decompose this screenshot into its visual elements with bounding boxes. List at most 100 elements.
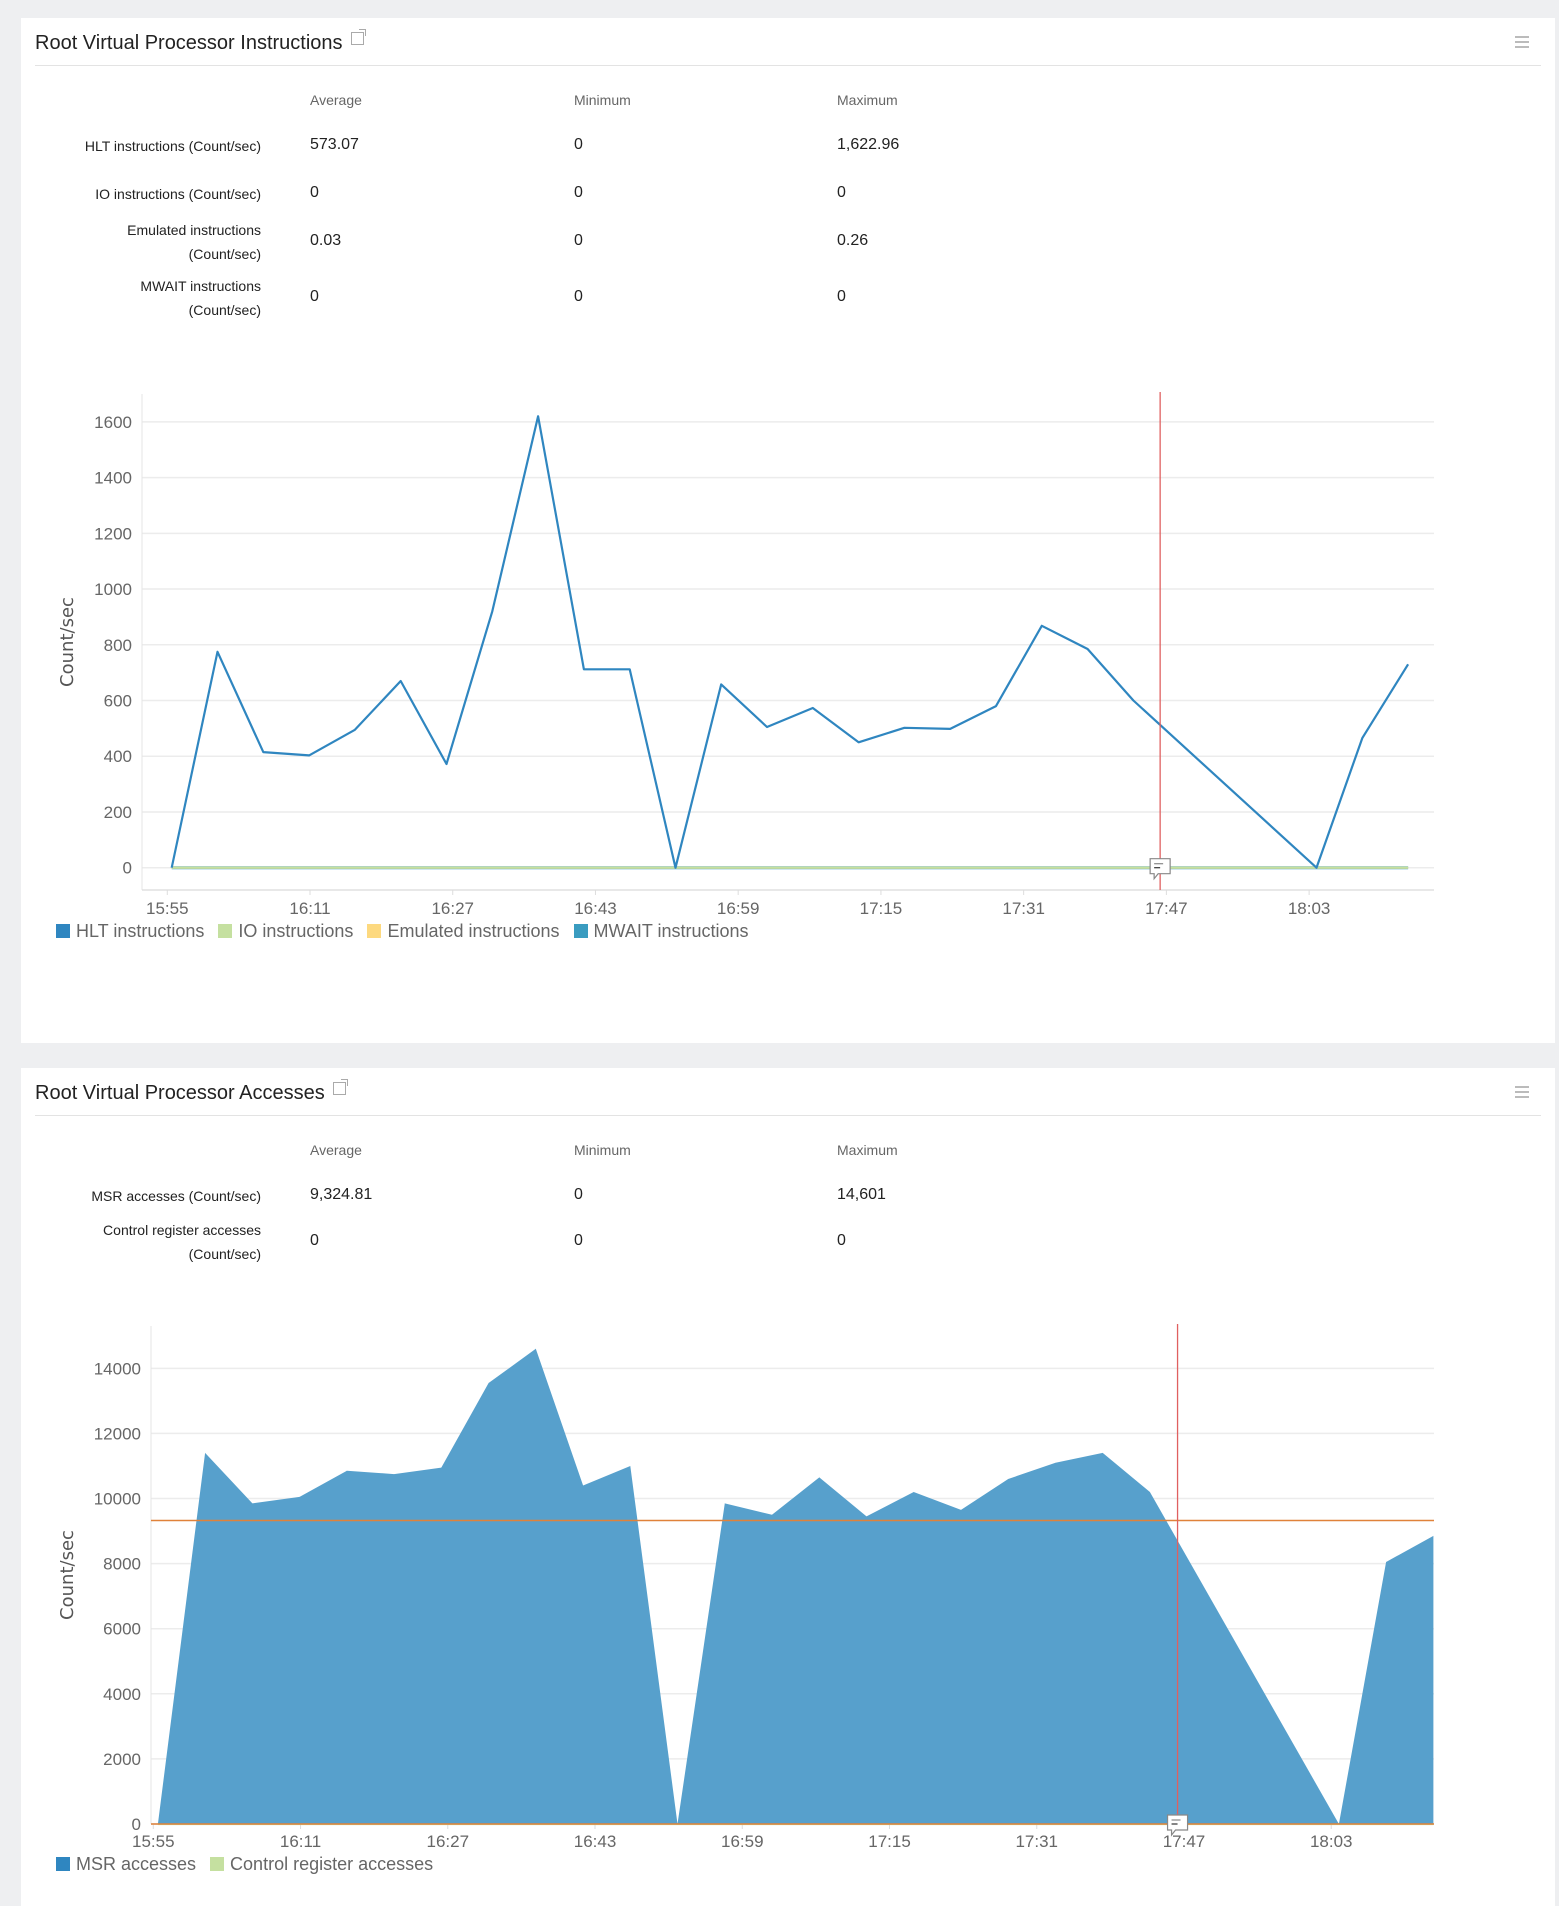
divider (35, 65, 1541, 66)
row-average-value: 9,324.81 (310, 1186, 373, 1203)
x-tick-label: 16:11 (289, 899, 330, 918)
row-average-value: 0 (310, 1232, 319, 1249)
row-minimum-value: 0 (574, 232, 583, 249)
x-tick-label: 17:15 (860, 899, 903, 918)
x-tick-label: 16:59 (721, 1832, 764, 1851)
row-label-line: (Count/sec) (188, 246, 261, 262)
chart-1: 0 200 400 600 800 1000 1200 1400 1600 15:55 16:11 1… (57, 392, 1434, 918)
y-tick-label: 12000 (94, 1424, 141, 1443)
legend-label: IO instructions (238, 921, 354, 941)
chart-legend: MSR accesses Control register accesses (56, 1854, 433, 1874)
comment-icon[interactable] (1149, 858, 1171, 881)
y-tick-label: 1200 (94, 524, 132, 543)
row-label: MWAIT instructions (Count/sec) (21, 274, 261, 322)
y-axis-label: Count/sec (57, 597, 78, 687)
instructions-panel: Root Virtual Processor Instructions Aver… (21, 18, 1555, 1043)
x-tick-label: 16:43 (574, 1832, 617, 1851)
panel-title: Root Virtual Processor Accesses (35, 1079, 348, 1105)
legend-swatch (56, 1857, 70, 1871)
row-label-line: MSR accesses (Count/sec) (91, 1188, 261, 1204)
row-maximum-value: 14,601 (837, 1186, 886, 1203)
legend-item-mwait-instructions[interactable]: MWAIT instructions (573, 921, 749, 941)
row-maximum-value: 0 (837, 184, 846, 201)
y-tick-label: 800 (104, 636, 132, 655)
row-minimum-value: 0 (574, 1232, 583, 1249)
y-axis-label: Count/sec (57, 1530, 78, 1620)
row-maximum-value: 0 (837, 288, 846, 305)
legend-label: Control register accesses (230, 1854, 434, 1874)
row-minimum-value: 0 (574, 184, 583, 201)
external-link-icon[interactable] (350, 29, 366, 45)
comment-icon[interactable] (1166, 1814, 1189, 1837)
y-tick-label: 0 (132, 1815, 141, 1834)
y-tick-label: 1000 (94, 580, 132, 599)
row-label-line: HLT instructions (Count/sec) (84, 138, 261, 154)
row-label-line: MWAIT instructions (140, 278, 261, 294)
legend-swatch (218, 924, 233, 938)
legend-swatch (573, 924, 588, 938)
column-header-average: Average (310, 92, 362, 108)
row-average-value: 0.03 (310, 232, 342, 249)
y-tick-label: 14000 (94, 1359, 141, 1378)
row-maximum-value: 1,622.96 (837, 136, 900, 153)
x-tick-label: 17:47 (1145, 899, 1188, 918)
row-label: MSR accesses (Count/sec) (21, 1184, 261, 1208)
x-tick-label: 18:03 (1288, 899, 1331, 918)
legend-swatch (210, 1857, 225, 1871)
legend-label: MSR accesses (76, 1854, 197, 1874)
legend-item-emulated-instructions[interactable]: Emulated instructions (367, 921, 560, 941)
legend-label: MWAIT instructions (593, 921, 749, 941)
y-tick-label: 1600 (94, 413, 132, 432)
column-header-average: Average (310, 1142, 362, 1158)
row-label-line: (Count/sec) (188, 302, 261, 318)
y-tick-label: 2000 (103, 1750, 141, 1769)
y-tick-label: 6000 (103, 1620, 141, 1639)
y-tick-label: 0 (123, 859, 132, 878)
column-header-maximum: Maximum (837, 1142, 898, 1158)
x-tick-label: 15:55 (146, 899, 189, 918)
hamburger-menu-icon[interactable] (1515, 1086, 1529, 1101)
column-header-minimum: Minimum (574, 92, 631, 108)
x-tick-label: 16:43 (574, 899, 617, 918)
legend-item-control-register-accesses[interactable]: Control register accesses (210, 1854, 433, 1874)
legend-label: HLT instructions (76, 921, 205, 941)
row-average-value: 0 (310, 288, 319, 305)
legend-swatch (367, 924, 382, 938)
x-tick-label: 16:11 (280, 1832, 321, 1851)
external-link-icon[interactable] (332, 1079, 348, 1095)
row-label: Control register accesses (Count/sec) (21, 1218, 261, 1266)
legend-item-hlt-instructions[interactable]: HLT instructions (56, 921, 204, 941)
panel-title: Root Virtual Processor Instructions (35, 29, 366, 55)
chart-legend: HLT instructions IO instructions Emulated … (56, 921, 749, 941)
panel-title-text: Root Virtual Processor Instructions (35, 32, 343, 54)
y-tick-label: 600 (104, 692, 132, 711)
legend-label: Emulated instructions (387, 921, 560, 941)
row-minimum-value: 0 (574, 288, 583, 305)
hamburger-menu-icon[interactable] (1515, 36, 1529, 51)
y-tick-label: 8000 (103, 1555, 141, 1574)
x-tick-label: 16:59 (717, 899, 760, 918)
row-minimum-value: 0 (574, 1186, 583, 1203)
panel-title-text: Root Virtual Processor Accesses (35, 1082, 325, 1104)
x-tick-label: 17:31 (1002, 899, 1045, 918)
chart-2: 0 2000 4000 6000 8000 10000 12000 14000 15:55 16:… (57, 1324, 1434, 1851)
legend-item-io-instructions[interactable]: IO instructions (218, 921, 353, 941)
row-label-line: Control register accesses (103, 1222, 261, 1238)
row-label: Emulated instructions (Count/sec) (21, 218, 261, 266)
row-label: HLT instructions (Count/sec) (21, 134, 261, 158)
x-tick-label: 16:27 (427, 1832, 470, 1851)
row-label-line: Emulated instructions (127, 222, 261, 238)
legend-swatch (56, 924, 70, 938)
divider (35, 1115, 1541, 1116)
y-tick-label: 400 (104, 747, 132, 766)
x-tick-label: 17:31 (1015, 1832, 1058, 1851)
y-tick-label: 200 (104, 803, 132, 822)
x-tick-label: 17:15 (868, 1832, 911, 1851)
column-header-minimum: Minimum (574, 1142, 631, 1158)
x-tick-label: 18:03 (1310, 1832, 1353, 1851)
x-tick-label: 17:47 (1163, 1832, 1206, 1851)
legend-item-msr-accesses[interactable]: MSR accesses (56, 1854, 196, 1874)
x-tick-label: 16:27 (431, 899, 474, 918)
y-tick-label: 10000 (94, 1490, 141, 1509)
